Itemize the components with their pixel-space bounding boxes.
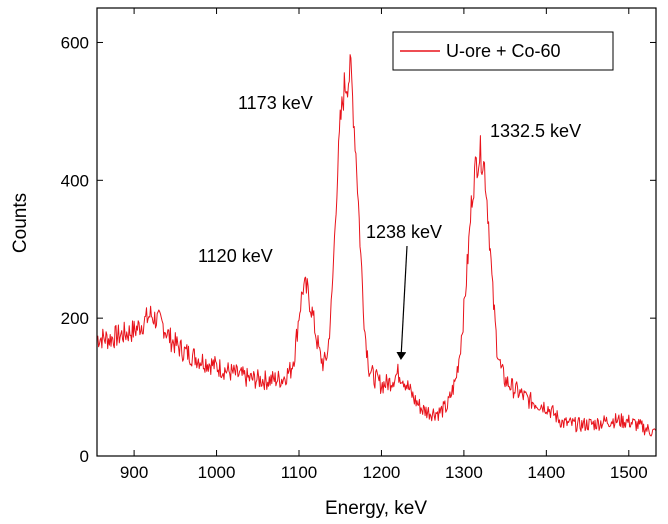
plot-lines — [96, 54, 657, 437]
x-tick-label: 900 — [120, 463, 148, 482]
annotation-1173-kev: 1173 keV — [238, 93, 313, 113]
x-axis-label: Energy, keV — [325, 498, 427, 519]
series-line-0 — [96, 54, 657, 437]
annotation-1238-kev: 1238 keV — [366, 222, 442, 242]
annotation-1238-arrow — [396, 245, 408, 360]
x-tick-label: 1200 — [363, 463, 401, 482]
x-tick-label: 1400 — [527, 463, 565, 482]
y-tick-label: 400 — [61, 171, 89, 190]
plot-frame — [96, 7, 657, 457]
x-tick-label: 1100 — [281, 463, 318, 482]
ticks: 900 1000 1100 1200 1300 1400 1500 0 200 400 600 — [61, 8, 656, 482]
y-tick-label: 0 — [80, 447, 89, 466]
y-axis-label: Counts — [10, 193, 31, 253]
axes — [96, 7, 657, 457]
y-tick-label: 600 — [61, 33, 89, 52]
x-tick-label: 1500 — [610, 463, 648, 482]
x-tick-label: 1000 — [198, 463, 236, 482]
annotation-1120-kev: 1120 keV — [198, 246, 273, 266]
x-tick-label: 1300 — [445, 463, 483, 482]
y-tick-label: 200 — [61, 309, 89, 328]
legend-entry: U-ore + Co-60 — [446, 41, 561, 61]
annotation-1332-kev: 1332.5 keV — [490, 121, 581, 141]
legend: U-ore + Co-60 — [392, 31, 614, 71]
